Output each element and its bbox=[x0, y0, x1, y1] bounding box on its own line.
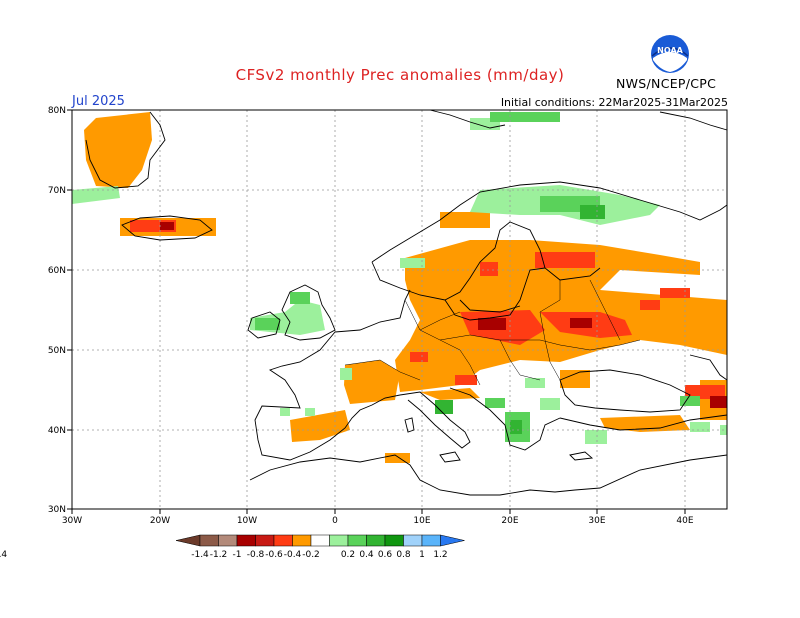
colorbar-label: -1.2 bbox=[210, 550, 228, 560]
map-area bbox=[71, 109, 728, 510]
strong-wet-anomaly-cells bbox=[435, 205, 605, 434]
colorbar-swatch bbox=[292, 534, 312, 547]
colorbar-label: 0.2 bbox=[341, 550, 355, 560]
colorbar-swatch bbox=[273, 534, 293, 547]
lon-label: 30E bbox=[588, 516, 605, 526]
colorbar-label: 1 bbox=[419, 550, 425, 560]
lon-label: 10E bbox=[413, 516, 430, 526]
agency-label: NWS/NCEP/CPC bbox=[616, 76, 717, 91]
lat-label: 30N bbox=[48, 505, 66, 515]
colorbar-swatch bbox=[310, 534, 330, 547]
valid-month-label: Jul 2025 bbox=[72, 94, 125, 109]
lon-label: 30W bbox=[62, 516, 82, 526]
colorbar-swatch bbox=[218, 534, 238, 547]
lat-label: 40N bbox=[48, 426, 66, 436]
map-title: CFSv2 monthly Prec anomalies (mm/day) bbox=[235, 66, 565, 84]
initial-conditions-label: Initial conditions: 22Mar2025-31Mar2025 bbox=[500, 96, 728, 109]
colorbar: -1.4 -1.2 -1 -0.8 -0.6 -0.4 -0.2 0.2 0.4 0.6 0.8 1 1… bbox=[0, 534, 465, 560]
colorbar-label: -1.4 bbox=[191, 550, 209, 560]
lon-label: 0 bbox=[332, 516, 338, 526]
map-frame bbox=[71, 109, 728, 510]
lat-label: 80N bbox=[48, 106, 66, 116]
lat-labels: 80N 70N 60N 50N 40N 30N bbox=[48, 106, 66, 515]
lon-label: 20E bbox=[501, 516, 518, 526]
colorbar-swatch bbox=[384, 534, 404, 547]
axis-ticks bbox=[67, 109, 686, 514]
severe-dry-anomaly-cells bbox=[160, 222, 727, 408]
colorbar-swatch bbox=[255, 534, 275, 547]
colorbar-swatch bbox=[421, 534, 441, 547]
lon-label: 40E bbox=[676, 516, 693, 526]
colorbar-swatch bbox=[366, 534, 386, 547]
colorbar-label: -0.8 bbox=[247, 550, 265, 560]
colorbar-label: 0.6 bbox=[378, 550, 393, 560]
colorbar-label: 0.8 bbox=[396, 550, 411, 560]
colorbar-arrow-low bbox=[175, 534, 201, 547]
lon-labels: 30W 20W 10W 0 10E 20E 30E 40E bbox=[62, 516, 694, 526]
colorbar-label: -0.2 bbox=[302, 550, 320, 560]
colorbar-label: 1.2 bbox=[433, 550, 447, 560]
lon-label: 20W bbox=[150, 516, 170, 526]
colorbar-swatch bbox=[199, 534, 219, 547]
colorbar-swatch bbox=[329, 534, 349, 547]
colorbar-swatch bbox=[236, 534, 256, 547]
lon-label: 10W bbox=[237, 516, 257, 526]
colorbar-label: -0.4 bbox=[284, 550, 302, 560]
colorbar-label: 1.4 bbox=[0, 550, 7, 560]
colorbar-label: -1 bbox=[233, 550, 242, 560]
colorbar-arrow-high bbox=[440, 534, 465, 547]
lat-label: 50N bbox=[48, 346, 66, 356]
colorbar-label: -0.6 bbox=[265, 550, 283, 560]
colorbar-label: 0.4 bbox=[359, 550, 374, 560]
coastlines bbox=[85, 109, 728, 496]
colorbar-swatch bbox=[403, 534, 423, 547]
noaa-logo-text: NOAA bbox=[657, 46, 683, 55]
colorbar-swatch bbox=[347, 534, 367, 547]
lat-label: 70N bbox=[48, 186, 66, 196]
noaa-logo-icon: NOAA bbox=[651, 35, 689, 73]
lat-label: 60N bbox=[48, 266, 66, 276]
country-borders bbox=[344, 279, 641, 386]
